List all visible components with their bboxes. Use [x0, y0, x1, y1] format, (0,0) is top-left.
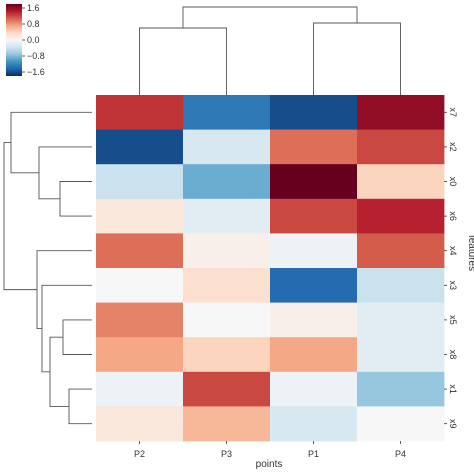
y-tick-label: x7 [448, 108, 458, 118]
y-tick-label: x3 [448, 281, 458, 291]
colorbar-gradient [6, 4, 22, 76]
heatmap-cell-x2-P3 [183, 129, 271, 165]
heatmap-cell-x1-P1 [270, 371, 358, 407]
row-dendrogram-link [38, 146, 92, 200]
heatmap-cell-x9-P1 [270, 406, 358, 442]
heatmap-cell-x1-P4 [357, 371, 445, 407]
heatmap-cell-x6-P1 [270, 198, 358, 234]
x-tick-labels: P2 P3 P1 P4 [134, 441, 406, 459]
heatmap-cell-x7-P3 [183, 95, 271, 130]
colorbar-tick-label: 1.6 [27, 3, 40, 13]
x-tick-label: P3 [221, 449, 232, 459]
heatmap-cell-x4-P1 [270, 233, 358, 269]
heatmap-cell-x4-P3 [183, 233, 271, 269]
heatmap-cell-x7-P1 [270, 95, 358, 130]
y-tick-label: x8 [448, 350, 458, 360]
heatmap-cell-x7-P4 [357, 95, 445, 130]
column-dendrogram-link [139, 27, 227, 95]
heatmap-cell-x8-P1 [270, 337, 358, 373]
colorbar-tick-label: −0.8 [27, 51, 45, 61]
heatmap-cell-x3-P3 [183, 268, 271, 303]
y-tick-label: x4 [448, 246, 458, 256]
heatmap-cell-x9-P3 [183, 406, 271, 442]
heatmap-cell-x0-P4 [357, 164, 445, 200]
heatmap-cell-x5-P3 [183, 302, 271, 338]
heatmap-cell-x4-P2 [96, 233, 184, 269]
row-dendrogram-link [62, 319, 92, 355]
row-dendrogram-link [59, 181, 92, 217]
row-dendrogram-link [36, 250, 92, 329]
row-dendrogram-link [10, 111, 92, 174]
colorbar-tick-label: −1.6 [27, 67, 45, 77]
heatmap-cell-x9-P4 [357, 406, 445, 442]
y-tick-label: x1 [448, 384, 458, 394]
heatmap-cell-x1-P3 [183, 371, 271, 407]
heatmap-cell-x3-P2 [96, 268, 184, 303]
y-tick-labels: x7 x2 x0 x6 x4 x3 x5 x8 x1 x9 [444, 108, 458, 429]
heatmap-cell-x0-P2 [96, 164, 184, 200]
heatmap-cell-x2-P4 [357, 129, 445, 165]
row-dendrogram-link [41, 284, 92, 373]
y-axis-label: features [466, 235, 474, 271]
y-tick-label: x5 [448, 315, 458, 325]
heatmap-grid [96, 95, 445, 442]
y-tick-label: x0 [448, 177, 458, 187]
heatmap-cell-x3-P4 [357, 268, 445, 303]
y-tick-label: x9 [448, 419, 458, 429]
heatmap-cell-x9-P2 [96, 406, 184, 442]
heatmap-cell-x2-P1 [270, 129, 358, 165]
heatmap-cell-x0-P1 [270, 164, 358, 200]
heatmap-cell-x8-P4 [357, 337, 445, 373]
heatmap-cell-x5-P2 [96, 302, 184, 338]
row-dendrogram-link [68, 388, 92, 425]
heatmap-cell-x5-P4 [357, 302, 445, 338]
colorbar-tick-label: 0.0 [27, 35, 40, 45]
row-dendrogram [3, 111, 92, 425]
column-dendrogram-link [313, 22, 401, 95]
heatmap-cell-x6-P4 [357, 198, 445, 234]
heatmap-cell-x4-P4 [357, 233, 445, 269]
row-dendrogram-link [49, 336, 69, 407]
heatmap-cell-x7-P2 [96, 95, 184, 130]
column-dendrogram-link [182, 6, 358, 28]
heatmap-cell-x6-P3 [183, 198, 271, 234]
heatmap-cell-x1-P2 [96, 371, 184, 407]
heatmap-cell-x3-P1 [270, 268, 358, 303]
column-dendrogram [139, 6, 401, 95]
heatmap-cell-x8-P3 [183, 337, 271, 373]
x-tick-label: P1 [308, 449, 319, 459]
heatmap-cell-x2-P2 [96, 129, 184, 165]
heatmap-cell-x6-P2 [96, 198, 184, 234]
x-tick-label: P2 [134, 449, 145, 459]
y-tick-label: x6 [448, 211, 458, 221]
heatmap-cell-x5-P1 [270, 302, 358, 338]
x-axis-label: points [256, 459, 283, 470]
row-dendrogram-link [3, 142, 37, 291]
heatmap-cell-x0-P3 [183, 164, 271, 200]
y-tick-label: x2 [448, 142, 458, 152]
colorbar: 1.6 0.8 0.0 −0.8 −1.6 [6, 3, 45, 77]
heatmap-cell-x8-P2 [96, 337, 184, 373]
colorbar-tick-label: 0.8 [27, 19, 40, 29]
x-tick-label: P4 [395, 449, 406, 459]
